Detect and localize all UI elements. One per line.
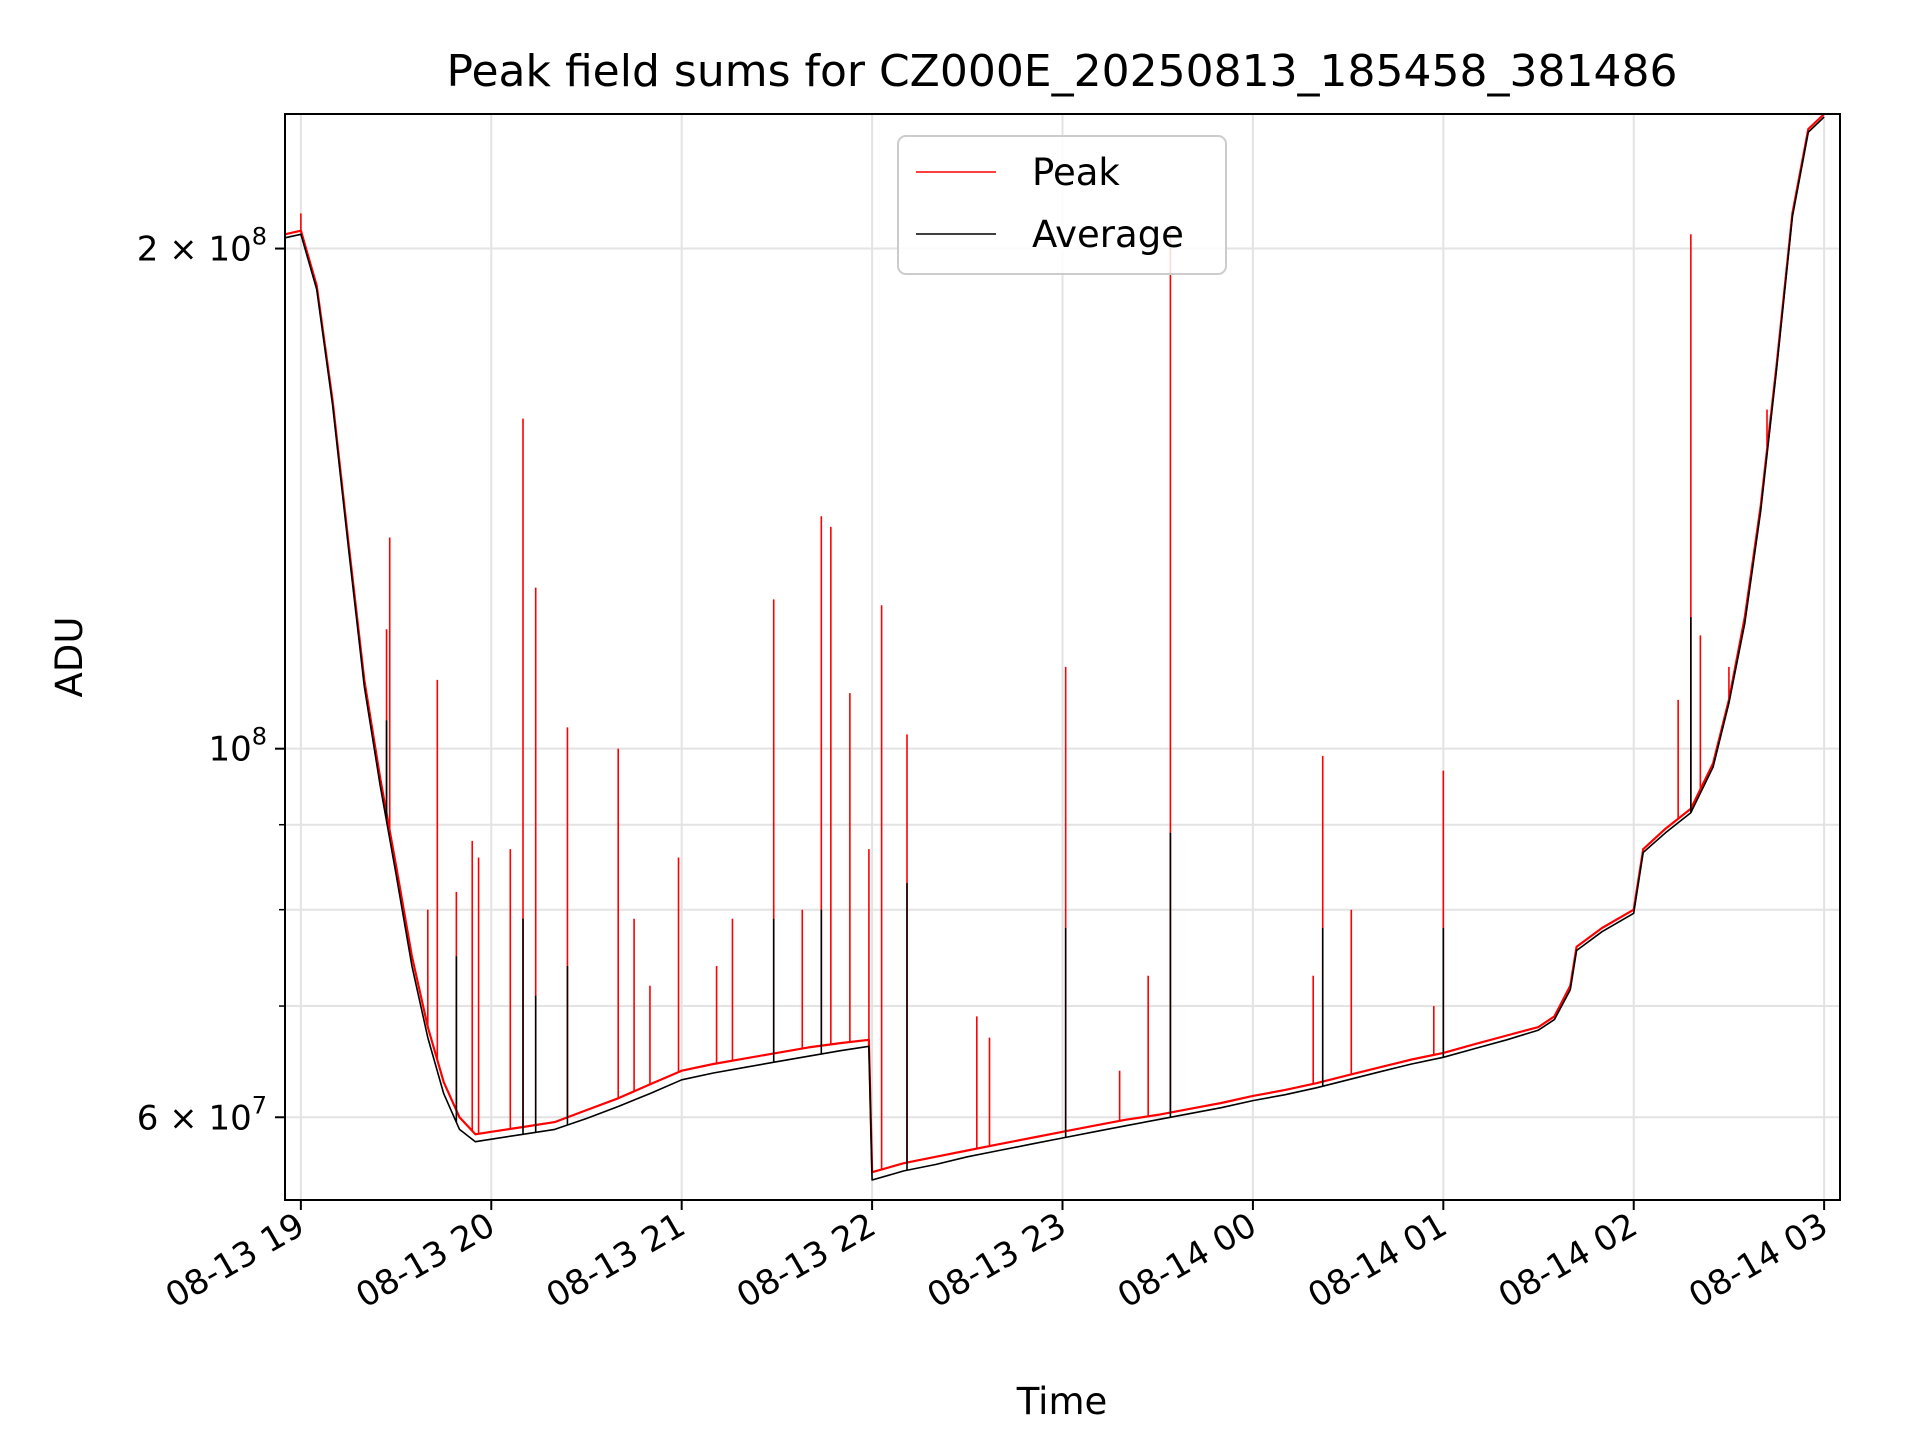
y-axis-label: ADU xyxy=(48,617,91,698)
y-tick-exponent: 8 xyxy=(252,223,267,251)
series-line-average xyxy=(284,116,1825,1181)
legend-label-average: Average xyxy=(1032,213,1184,256)
plot-series xyxy=(284,113,1825,1181)
x-axis-label: Time xyxy=(1016,1380,1108,1423)
legend-label-peak: Peak xyxy=(1032,151,1120,194)
y-tick-label: 6 × 107 xyxy=(137,1091,267,1138)
legend: Peak Average xyxy=(897,135,1227,275)
y-tick-exponent: 8 xyxy=(252,723,267,751)
y-tick-exponent: 7 xyxy=(252,1091,267,1119)
y-tick-label: 2 × 108 xyxy=(137,223,267,270)
legend-box xyxy=(897,135,1227,275)
chart-title: Peak field sums for CZ000E_20250813_1854… xyxy=(447,46,1678,97)
